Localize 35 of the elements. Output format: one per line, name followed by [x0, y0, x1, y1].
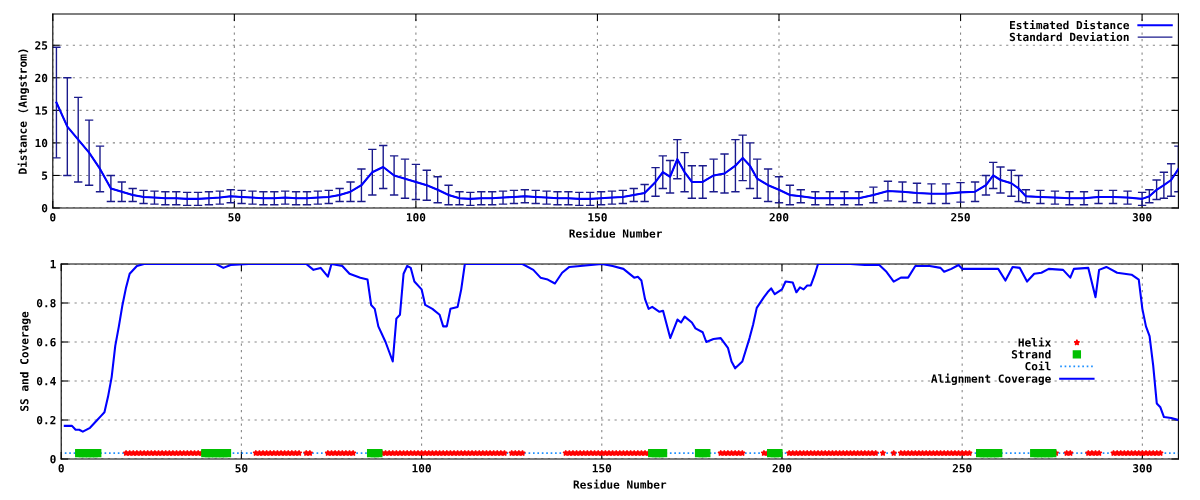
x-tick-label: 100 — [412, 464, 431, 473]
y-tick-label: 0.2 — [36, 415, 56, 425]
y-tick-label: 15 — [35, 106, 48, 115]
y-tick-label: 0 — [41, 203, 48, 213]
y-tick-label: 5 — [42, 171, 48, 180]
legend-label: Alignment Coverage — [931, 373, 1051, 385]
x-tick-label: 100 — [406, 213, 426, 222]
y-tick-label: 0.8 — [36, 298, 56, 308]
x-axis-title: Residue Number — [569, 228, 662, 238]
legend-label: Coil — [1025, 361, 1051, 371]
x-tick-label: 200 — [769, 213, 789, 222]
y-tick-label: 20 — [35, 73, 48, 83]
x-tick-label: 150 — [592, 464, 612, 473]
x-tick-label: 50 — [235, 464, 248, 473]
x-tick-label: 250 — [951, 213, 970, 222]
x-tick-label: 200 — [772, 464, 792, 473]
legend-label: Standard Deviation — [1009, 31, 1129, 42]
x-tick-label: 250 — [952, 464, 972, 473]
y-axis-title: Distance (Angstrom) — [17, 49, 29, 174]
y-axis-title: SS and Coverage — [19, 311, 31, 411]
x-tick-label: 0 — [58, 464, 64, 473]
y-tick-label: 25 — [35, 41, 48, 50]
x-axis-title: Residue Number — [573, 479, 667, 489]
x-tick-label: 50 — [228, 213, 241, 222]
legend-label: Strand — [1011, 349, 1051, 359]
x-tick-label: 300 — [1133, 464, 1152, 473]
x-tick-label: 300 — [1132, 213, 1152, 222]
y-tick-label: 10 — [35, 138, 48, 148]
legend-label: Estimated Distance — [1010, 20, 1130, 30]
x-tick-label: 150 — [588, 213, 607, 222]
legend-label: Helix — [1018, 337, 1052, 347]
y-tick-label: 0.4 — [36, 376, 56, 386]
y-tick-label: 0 — [50, 454, 56, 464]
y-tick-label: 1 — [50, 260, 56, 269]
y-tick-label: 0.6 — [36, 337, 56, 347]
